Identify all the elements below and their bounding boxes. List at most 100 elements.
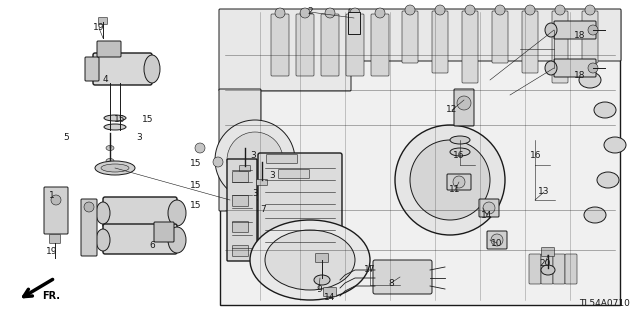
Circle shape bbox=[435, 5, 445, 15]
Text: 12: 12 bbox=[446, 106, 458, 115]
Circle shape bbox=[84, 202, 94, 212]
FancyBboxPatch shape bbox=[44, 187, 68, 234]
Ellipse shape bbox=[541, 265, 555, 275]
FancyBboxPatch shape bbox=[278, 169, 310, 179]
Text: 9: 9 bbox=[316, 285, 322, 293]
FancyBboxPatch shape bbox=[554, 59, 596, 77]
Circle shape bbox=[495, 5, 505, 15]
Ellipse shape bbox=[545, 61, 557, 75]
Ellipse shape bbox=[106, 145, 114, 151]
Text: 20: 20 bbox=[540, 259, 550, 269]
Ellipse shape bbox=[545, 23, 557, 37]
Ellipse shape bbox=[96, 202, 110, 224]
FancyBboxPatch shape bbox=[49, 234, 61, 243]
Text: 1: 1 bbox=[49, 191, 55, 201]
Ellipse shape bbox=[168, 200, 186, 226]
Text: 14: 14 bbox=[481, 211, 493, 219]
FancyBboxPatch shape bbox=[266, 154, 298, 164]
FancyBboxPatch shape bbox=[462, 11, 478, 83]
Text: 10: 10 bbox=[492, 239, 503, 248]
Circle shape bbox=[375, 8, 385, 18]
FancyBboxPatch shape bbox=[103, 224, 177, 254]
Text: 3: 3 bbox=[250, 151, 256, 160]
FancyBboxPatch shape bbox=[232, 172, 248, 182]
FancyBboxPatch shape bbox=[541, 248, 554, 256]
Circle shape bbox=[465, 5, 475, 15]
Ellipse shape bbox=[483, 202, 495, 214]
Circle shape bbox=[585, 5, 595, 15]
FancyBboxPatch shape bbox=[582, 11, 598, 63]
Bar bbox=[348, 12, 360, 34]
Text: 15: 15 bbox=[190, 181, 202, 189]
Ellipse shape bbox=[101, 164, 129, 172]
Text: 11: 11 bbox=[449, 186, 461, 195]
FancyBboxPatch shape bbox=[232, 196, 248, 206]
Ellipse shape bbox=[168, 227, 186, 253]
Text: 15: 15 bbox=[190, 201, 202, 210]
FancyBboxPatch shape bbox=[93, 53, 152, 85]
Circle shape bbox=[325, 8, 335, 18]
Text: 8: 8 bbox=[388, 278, 394, 287]
Ellipse shape bbox=[250, 220, 370, 300]
Text: 16: 16 bbox=[531, 151, 541, 160]
FancyBboxPatch shape bbox=[432, 11, 448, 73]
Ellipse shape bbox=[450, 136, 470, 144]
Circle shape bbox=[588, 63, 598, 73]
FancyBboxPatch shape bbox=[103, 197, 177, 227]
FancyBboxPatch shape bbox=[522, 11, 538, 73]
Text: 19: 19 bbox=[93, 24, 105, 33]
FancyBboxPatch shape bbox=[154, 222, 174, 242]
FancyBboxPatch shape bbox=[219, 89, 261, 211]
Ellipse shape bbox=[450, 148, 470, 156]
Text: 3: 3 bbox=[269, 172, 275, 181]
Text: 7: 7 bbox=[260, 205, 266, 214]
Ellipse shape bbox=[144, 55, 160, 83]
Text: 3: 3 bbox=[136, 132, 142, 142]
Text: TL54A0710: TL54A0710 bbox=[579, 299, 630, 308]
Text: 4: 4 bbox=[102, 76, 108, 85]
Circle shape bbox=[350, 8, 360, 18]
Ellipse shape bbox=[104, 115, 126, 121]
FancyBboxPatch shape bbox=[402, 11, 418, 63]
Text: 3: 3 bbox=[252, 189, 258, 197]
Ellipse shape bbox=[491, 234, 503, 246]
FancyBboxPatch shape bbox=[323, 287, 337, 296]
Circle shape bbox=[525, 5, 535, 15]
FancyBboxPatch shape bbox=[492, 11, 508, 63]
Circle shape bbox=[410, 140, 490, 220]
FancyBboxPatch shape bbox=[296, 14, 314, 76]
Text: 2: 2 bbox=[307, 8, 313, 17]
Text: 13: 13 bbox=[538, 188, 550, 197]
FancyBboxPatch shape bbox=[565, 254, 577, 284]
FancyBboxPatch shape bbox=[447, 174, 471, 190]
Ellipse shape bbox=[106, 159, 114, 164]
FancyBboxPatch shape bbox=[321, 14, 339, 76]
FancyBboxPatch shape bbox=[529, 254, 541, 284]
Text: 17: 17 bbox=[364, 265, 376, 275]
Circle shape bbox=[215, 120, 295, 200]
FancyBboxPatch shape bbox=[81, 199, 97, 256]
Circle shape bbox=[213, 157, 223, 167]
Circle shape bbox=[395, 125, 505, 235]
Text: 15: 15 bbox=[115, 115, 125, 124]
FancyBboxPatch shape bbox=[346, 14, 364, 76]
Ellipse shape bbox=[96, 229, 110, 251]
Circle shape bbox=[51, 195, 61, 205]
Text: 16: 16 bbox=[453, 151, 465, 160]
Ellipse shape bbox=[584, 207, 606, 223]
FancyBboxPatch shape bbox=[552, 11, 568, 83]
FancyBboxPatch shape bbox=[258, 153, 342, 267]
FancyBboxPatch shape bbox=[349, 9, 621, 61]
Text: 19: 19 bbox=[46, 248, 58, 256]
FancyBboxPatch shape bbox=[219, 9, 351, 91]
FancyBboxPatch shape bbox=[271, 14, 289, 76]
FancyBboxPatch shape bbox=[554, 21, 596, 39]
Ellipse shape bbox=[597, 172, 619, 188]
Ellipse shape bbox=[314, 275, 330, 285]
FancyBboxPatch shape bbox=[541, 254, 553, 284]
Text: 5: 5 bbox=[63, 132, 69, 142]
FancyBboxPatch shape bbox=[454, 89, 474, 126]
Circle shape bbox=[227, 132, 283, 188]
Ellipse shape bbox=[95, 161, 135, 175]
Circle shape bbox=[275, 8, 285, 18]
